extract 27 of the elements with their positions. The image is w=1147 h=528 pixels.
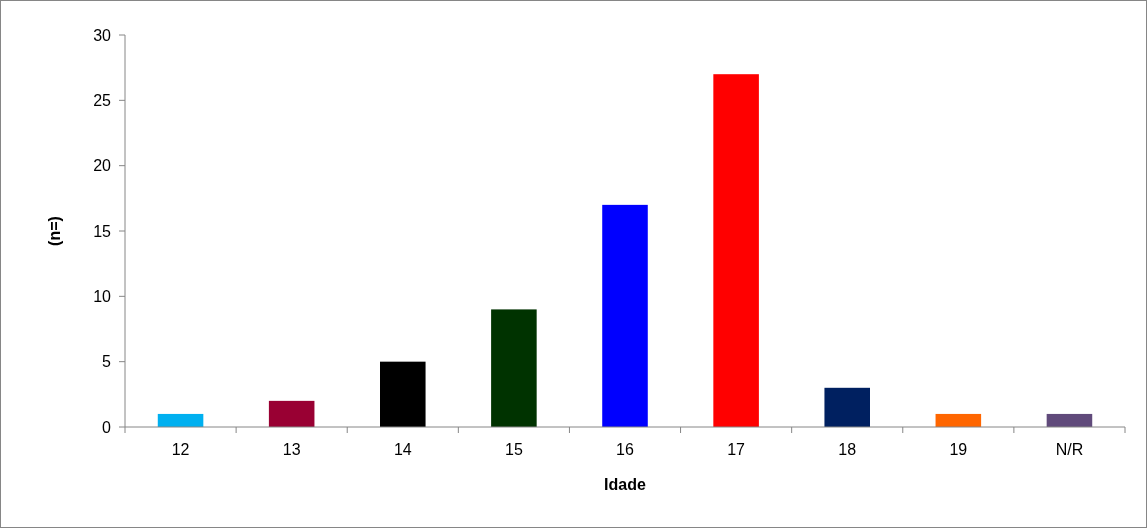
bar [491,309,537,427]
x-tick-label: 16 [616,441,634,458]
y-tick-label: 15 [93,222,112,240]
bar [602,204,648,427]
y-tick-label: 25 [93,91,112,109]
y-axis-title: (n=) [46,216,63,246]
y-tick-label: 20 [93,157,112,175]
x-tick-label: 14 [393,441,412,458]
x-tick-label: N/R [1055,441,1084,458]
bar [1046,413,1093,427]
bar [935,413,982,427]
x-tick-label: 12 [171,441,190,458]
x-axis-title: Idade [604,476,646,493]
x-tick-label: 13 [282,441,301,458]
x-tick-label: 19 [949,441,968,458]
y-tick-label: 10 [93,287,112,305]
bar [380,361,426,427]
y-tick-label: 0 [102,418,112,436]
bar [157,413,204,427]
y-tick-label: 5 [102,353,112,371]
bar [713,74,759,427]
x-tick-label: 15 [504,441,523,458]
x-tick-label: 18 [838,441,857,458]
y-tick-label: 30 [93,26,112,44]
bar [268,400,315,427]
bar [824,387,870,427]
x-tick-label: 17 [727,441,746,458]
